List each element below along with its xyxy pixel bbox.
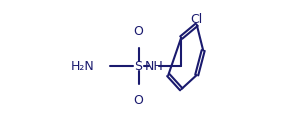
Text: H₂N: H₂N xyxy=(71,60,95,72)
Text: O: O xyxy=(134,25,144,38)
Text: NH: NH xyxy=(145,60,163,72)
Text: S: S xyxy=(135,60,143,72)
Text: Cl: Cl xyxy=(190,13,202,26)
Text: O: O xyxy=(134,94,144,107)
